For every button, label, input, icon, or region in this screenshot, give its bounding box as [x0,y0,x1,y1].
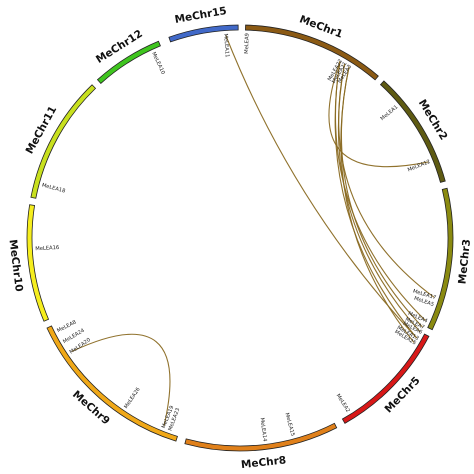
synteny-link-melea20-melea19 [71,333,171,427]
gene-label-melea12: MeLEA12 [407,159,432,174]
chromosome-arc-mechr9 [46,325,178,442]
synteny-link-melea21-melea17 [338,63,435,298]
gene-label-melea10: MeLEA10 [150,51,166,75]
gene-label-melea18: MeLEA18 [41,183,66,195]
chromosome-label-mechr5: MeChr5 [383,375,423,416]
chromosome-label-mechr12: MeChr12 [94,28,145,66]
gene-label-melea16: MeLEA16 [35,245,59,252]
synteny-link-melea12-melea22 [328,61,429,168]
chromosome-arc-mechr2 [379,80,446,183]
gene-label-melea9: MeLEA9 [244,33,251,54]
chromosome-arc-mechr12 [96,40,161,84]
chromosome-label-mechr11: MeChr11 [24,104,60,156]
chromosome-label-mechr15: MeChr15 [174,5,228,26]
chromosome-arc-mechr5 [341,333,430,424]
gene-label-melea15: MeLEA15 [283,412,295,437]
gene-label-melea26: MeLEA26 [123,387,141,410]
chromosome-ring [26,24,454,452]
chromosome-arc-mechr1 [245,24,379,81]
gene-label-melea14: MeLEA14 [259,417,268,442]
synteny-links [71,35,435,427]
chromosome-arc-mechr3 [427,187,454,331]
chromosome-label-mechr3: MeChr3 [456,238,473,284]
chromosome-arc-mechr15 [168,24,239,43]
synteny-link-melea22-melea4 [334,61,426,321]
gene-label-melea11: MeLEA11 [222,33,230,57]
chromosome-labels: MeChr1MeChr2MeChr3MeChr5MeChr8MeChr9MeCh… [7,5,474,471]
chromosome-arc-mechr11 [30,84,97,199]
chromosome-arc-mechr8 [184,422,338,452]
gene-label-melea2: MeLEA2 [335,393,351,414]
chromosome-label-mechr8: MeChr8 [240,454,286,471]
synteny-link-melea3-melea7 [340,66,423,328]
chromosome-label-mechr9: MeChr9 [70,388,112,427]
chromosome-arc-mechr10 [26,204,50,322]
chromosome-label-mechr10: MeChr10 [7,239,25,293]
synteny-link-melea11-melea13 [225,35,418,339]
gene-label-melea1: MeLEA1 [380,104,400,122]
